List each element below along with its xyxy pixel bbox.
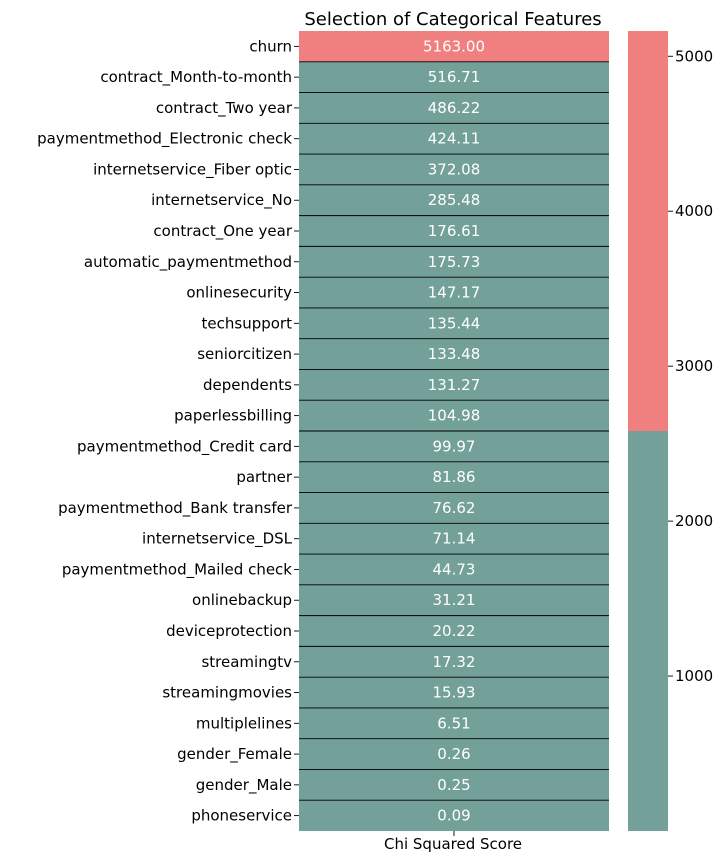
heatmap-cell — [299, 61, 609, 93]
heatmap-cell — [299, 154, 609, 185]
heatmap-cell — [299, 246, 609, 278]
cell-value: 15.93 — [433, 684, 476, 702]
row-label: paymentmethod_Credit card — [77, 437, 292, 456]
heatmap-cell — [299, 369, 609, 401]
row-label: dependents — [203, 376, 292, 394]
cell-value: 81.86 — [433, 468, 476, 486]
heatmap-cell — [299, 707, 609, 739]
cell-value: 17.32 — [433, 653, 476, 671]
axes — [294, 45, 455, 836]
heatmap-cell — [299, 338, 609, 370]
cell-value: 0.26 — [437, 745, 470, 763]
cell-value: 175.73 — [428, 253, 481, 271]
row-label: phoneservice — [191, 807, 292, 825]
colorbar-segment-low — [628, 431, 668, 831]
row-label: deviceprotection — [166, 622, 292, 640]
heatmap-cell — [299, 615, 609, 647]
row-label: contract_Two year — [156, 99, 293, 118]
heatmap-cell — [299, 461, 609, 493]
cell-value: 71.14 — [433, 530, 476, 548]
cell-value: 0.09 — [437, 807, 470, 825]
cell-value: 176.61 — [428, 222, 481, 240]
row-label: internetservice_Fiber optic — [93, 160, 292, 179]
row-label: contract_One year — [153, 222, 292, 241]
heatmap-cell — [299, 277, 609, 308]
row-label: paymentmethod_Mailed check — [62, 560, 292, 579]
heatmap-cell — [299, 31, 609, 62]
cell-value: 5163.00 — [423, 37, 485, 55]
heatmap-cell — [299, 523, 609, 555]
colorbar-tick-label: 5000 — [675, 47, 713, 65]
row-label: partner — [236, 468, 292, 486]
heatmap-cell — [299, 584, 609, 616]
row-label: seniorcitizen — [197, 345, 292, 363]
cell-value: 372.08 — [428, 160, 481, 178]
row-label: onlinesecurity — [186, 284, 292, 302]
cell-value: 44.73 — [433, 560, 476, 578]
cell-values: 5163.00 516.71 486.22 424.11 372.08 285.48 176… — [423, 37, 485, 824]
heatmap-cell — [299, 492, 609, 524]
row-label: paymentmethod_Electronic check — [37, 130, 292, 149]
cell-value: 424.11 — [428, 130, 481, 148]
row-label: internetservice_No — [151, 191, 292, 210]
cell-value: 135.44 — [428, 314, 481, 332]
cell-value: 104.98 — [428, 407, 481, 425]
row-label: onlinebackup — [192, 591, 292, 609]
heatmap-cell — [299, 92, 609, 124]
row-label: streamingmovies — [162, 684, 292, 702]
colorbar-tick-label: 2000 — [675, 512, 713, 530]
colorbar-tick-label: 4000 — [675, 202, 713, 220]
row-label: techsupport — [202, 314, 293, 332]
cell-value: 486.22 — [428, 99, 481, 117]
cell-value: 516.71 — [428, 68, 481, 86]
x-axis-label: Chi Squared Score — [384, 835, 522, 853]
heatmap-cell — [299, 769, 609, 801]
cell-value: 99.97 — [433, 437, 476, 455]
row-label: gender_Female — [177, 745, 292, 764]
row-labels: churn contract_Month-to-month contract_Two… — [37, 37, 293, 824]
heatmap-cell — [299, 677, 609, 708]
row-label: multiplelines — [196, 714, 292, 732]
heatmap-cell — [299, 307, 609, 339]
cell-value: 131.27 — [428, 376, 481, 394]
cell-value: 20.22 — [433, 622, 476, 640]
row-label: automatic_paymentmethod — [84, 253, 292, 272]
row-label: paymentmethod_Bank transfer — [58, 499, 293, 518]
row-label: paperlessbilling — [174, 407, 292, 425]
heatmap-cell — [299, 646, 609, 678]
row-label: contract_Month-to-month — [100, 68, 292, 87]
heatmap-cell — [299, 400, 609, 431]
heatmap-cell — [299, 184, 609, 216]
heatmap-cells — [299, 31, 609, 831]
cell-value: 0.25 — [437, 776, 470, 794]
row-label: internetservice_DSL — [142, 530, 293, 549]
row-label: churn — [249, 37, 292, 55]
colorbar-tick-label: 3000 — [675, 357, 713, 375]
colorbar: 1000 2000 3000 4000 5000 — [628, 31, 713, 831]
colorbar-tick-label: 1000 — [675, 667, 713, 685]
cell-value: 31.21 — [433, 591, 476, 609]
chart-title: Selection of Categorical Features — [304, 9, 601, 30]
heatmap-cell — [299, 554, 609, 585]
row-label: gender_Male — [196, 776, 292, 795]
cell-value: 76.62 — [433, 499, 476, 517]
cell-value: 6.51 — [437, 714, 470, 732]
heatmap-cell — [299, 431, 609, 462]
cell-value: 285.48 — [428, 191, 481, 209]
heatmap-cell — [299, 800, 609, 831]
cell-value: 133.48 — [428, 345, 481, 363]
heatmap-cell — [299, 215, 609, 247]
row-label: streamingtv — [201, 653, 292, 671]
heatmap-cell — [299, 738, 609, 770]
heatmap-cell — [299, 123, 609, 155]
colorbar-segment-high — [628, 31, 668, 432]
cell-value: 147.17 — [428, 284, 481, 302]
